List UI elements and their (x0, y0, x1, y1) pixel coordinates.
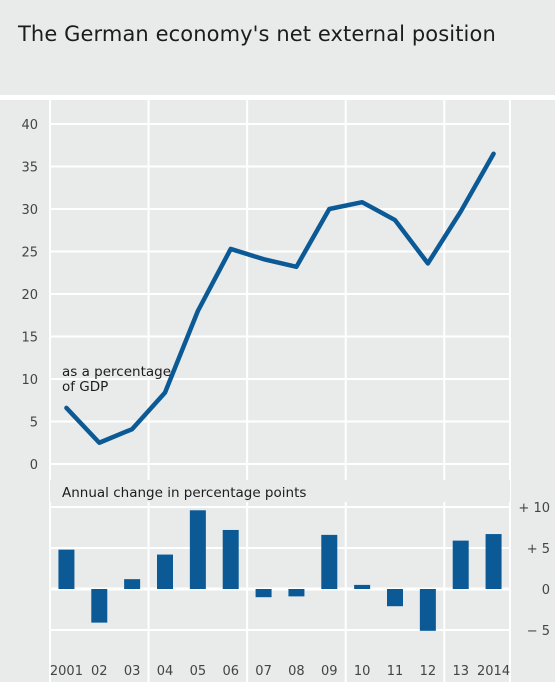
line-annotation-line-2: of GDP (62, 379, 108, 395)
x-tick-label: 09 (321, 664, 338, 679)
bar (452, 540, 469, 589)
line-series-path (64, 151, 496, 445)
bar (321, 534, 338, 589)
line-chart-y-tick-label: 10 (21, 373, 38, 388)
bar-chart-y-tick-label: 0 (542, 583, 550, 598)
line-chart-y-tick-label: 25 (21, 246, 38, 261)
line-chart-y-tick-label: 35 (21, 161, 38, 176)
bar-chart-y-tick-labels: + 10 + 5 0 − 5 (518, 501, 550, 639)
x-tick-label: 10 (354, 664, 371, 679)
x-tick-label: 03 (124, 664, 141, 679)
x-tick-label: 06 (222, 664, 239, 679)
bar (91, 589, 108, 623)
chart-title: The German economy's net external positi… (18, 22, 496, 46)
bar (124, 579, 141, 589)
line-chart-y-tick-labels: 0 5 10 15 20 25 30 35 40 (21, 118, 38, 473)
bar-chart-y-tick-label: + 5 (527, 542, 550, 557)
x-tick-label: 08 (288, 664, 305, 679)
header-separator (0, 95, 555, 100)
line-chart-horizontal-gridlines (50, 123, 510, 465)
bar (288, 589, 305, 597)
bar-series (58, 510, 502, 631)
bar (387, 589, 403, 607)
x-tick-label: 13 (452, 664, 469, 679)
x-tick-label: 11 (387, 664, 404, 679)
x-tick-label: 12 (420, 664, 437, 679)
bar (485, 534, 502, 589)
line-series (64, 151, 496, 445)
chart-header: The German economy's net external positi… (0, 0, 555, 95)
bar (157, 554, 173, 589)
line-chart-y-tick-label: 0 (30, 458, 38, 473)
bar-chart-title: Annual change in percentage points (62, 485, 306, 501)
line-chart-y-tick-label: 15 (21, 331, 38, 346)
x-tick-label: 02 (91, 664, 108, 679)
bar-title-mask (50, 480, 510, 502)
x-tick-label: 05 (190, 664, 207, 679)
vertical-gridlines (49, 100, 511, 682)
line-chart-y-tick-label: 40 (21, 118, 38, 133)
bar (255, 589, 272, 598)
x-tick-label: 2001 (50, 664, 83, 679)
bar-chart-horizontal-gridlines (50, 506, 510, 631)
bar (222, 529, 239, 589)
line-chart-y-tick-label: 20 (21, 288, 38, 303)
bar-chart-y-tick-label: − 5 (527, 624, 550, 639)
line-chart-y-tick-label: 30 (21, 203, 38, 218)
x-tick-label: 2014 (477, 664, 510, 679)
bar (354, 584, 371, 589)
x-tick-label: 07 (255, 664, 272, 679)
line-chart-y-tick-label: 5 (30, 416, 38, 431)
bar-chart-y-tick-label: + 10 (518, 501, 550, 516)
bar (419, 589, 436, 631)
line-annotation-line-1: as a percentage (62, 364, 171, 380)
x-tick-labels: 2001 02 03 04 05 06 07 08 09 10 11 12 13 2014 (50, 664, 510, 679)
bar (58, 549, 75, 589)
bar (189, 510, 206, 589)
x-tick-label: 04 (157, 664, 174, 679)
